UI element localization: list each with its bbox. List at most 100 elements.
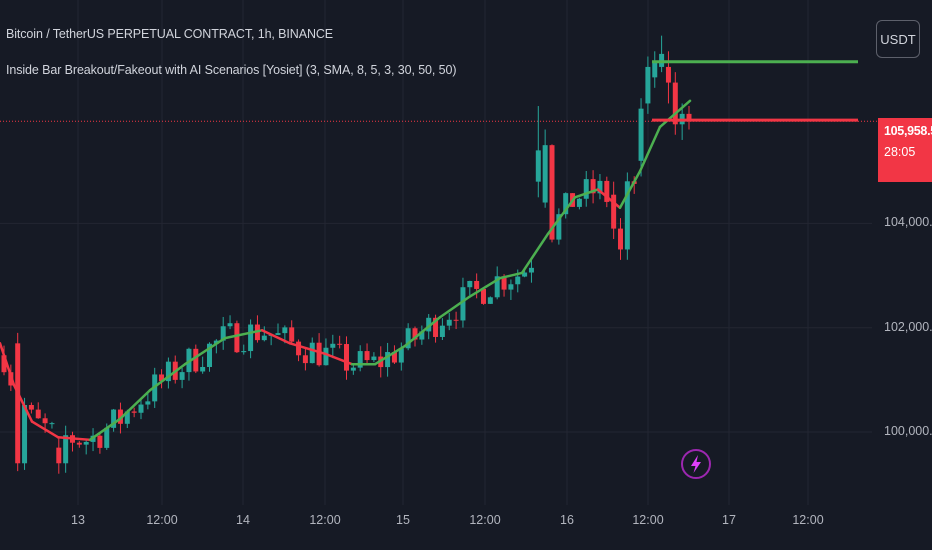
candle-body [207,343,212,367]
candle-body [49,423,55,425]
ma-segment [30,420,60,439]
ma-segment [148,362,187,392]
candle-body [481,288,486,304]
ma-segment [573,188,600,199]
candle-body [494,276,500,298]
candle-body [371,356,377,361]
candle-body [419,331,425,340]
y-tick-label: 100,000.0 [884,423,932,438]
candle-body [638,108,644,161]
candle-body [391,352,397,363]
candle-body [460,287,466,321]
candle-body [426,317,432,332]
candle-body [124,411,130,424]
candle-body [398,348,404,363]
candle-body [385,352,391,368]
ma-segment [498,271,524,280]
moving-average-line [0,99,692,442]
candle-body [248,324,254,352]
candle-body [63,435,69,464]
ma-segment [223,329,264,340]
candle-body [350,367,356,371]
ma-segment [546,196,577,236]
candle-body [686,113,692,122]
candle-body [316,342,322,366]
candle-body [590,179,596,194]
candle-body [624,181,630,250]
candle-body [323,347,329,366]
ma-segment [323,352,354,366]
ma-segment [638,125,662,173]
candle-body [583,179,589,199]
candle-body [549,145,555,240]
indicator-title[interactable]: Inside Bar Breakout/Fakeout with AI Scen… [6,63,457,77]
candle-body [501,276,507,290]
x-tick-label: 16 [560,513,574,527]
ma-segment [88,417,122,442]
ma-segment [438,295,472,319]
candle-body [309,342,315,364]
current-price-label: 105,958.5 [884,124,932,138]
candle-body [165,361,171,382]
candle-body [563,193,569,215]
candle-body [604,180,610,202]
y-tick-label: 102,000.0 [884,319,932,334]
x-tick-label: 12:00 [146,513,178,527]
candle-body [1,355,7,373]
ma-segment [12,383,34,423]
candle-body [453,319,459,321]
candle-body [117,409,123,424]
ma-segment [403,316,442,348]
candle-body [15,343,21,464]
candle-body [138,404,144,413]
candle-body [357,351,363,368]
x-tick-label: 17 [722,513,736,527]
symbol-title: Bitcoin / TetherUS PERPETUAL CONTRACT, 1… [6,27,334,41]
candle-body [261,335,267,341]
lightning-bolt-icon[interactable] [679,447,713,481]
ma-segment [658,99,692,129]
ma-segment [118,389,152,421]
candle-body [200,366,206,372]
candle-body [337,343,343,345]
candle-body [56,447,62,464]
x-tick-label: 14 [236,513,250,527]
candle-body [611,194,617,229]
candle-body [618,228,623,250]
candle-body [241,351,247,353]
candle-body [522,272,528,277]
candle-body [474,280,480,289]
candle-body [576,198,582,207]
candle-body [83,441,89,445]
candle-body [220,326,226,341]
ma-segment [0,342,16,387]
y-tick-label: 104,000.0 [884,215,932,230]
candle-body [179,372,185,380]
ma-segment [520,232,550,275]
ma-segment [288,342,327,356]
candle-body [439,325,445,337]
candle-body [97,435,103,448]
candle-body [234,323,240,353]
ma-segment [183,336,227,366]
candle-body [652,61,658,78]
candle-body [330,343,336,348]
candle-body [487,297,493,304]
candle-body [508,284,514,290]
candle-body [35,409,41,419]
candle-body [145,401,151,405]
candle-body [193,348,199,372]
candle-body [104,427,110,448]
candle-body [111,409,117,428]
x-tick-label: 12:00 [792,513,824,527]
candle-body [76,442,82,445]
ma-segment [468,276,502,298]
candle-body [28,404,34,410]
currency-button[interactable]: USDT [876,20,920,58]
candle-body [159,374,165,382]
candle-body [535,150,541,182]
candle-body [597,180,603,194]
candles [1,35,692,474]
candle-body [433,317,439,337]
